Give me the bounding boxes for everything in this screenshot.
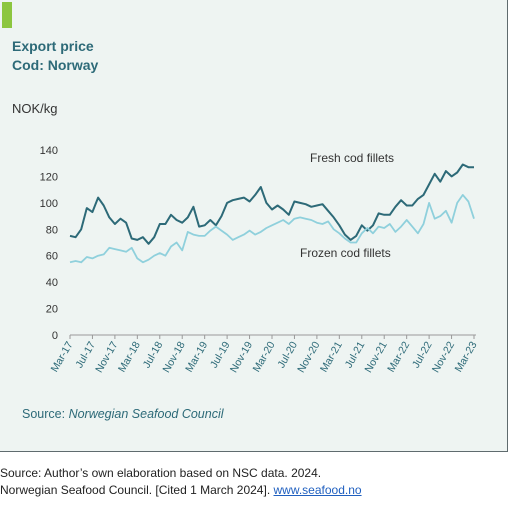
x-tick-label: Mar-23	[453, 339, 480, 374]
accent-bar	[2, 2, 12, 28]
series-line-fresh	[69, 163, 474, 245]
y-tick-label: 100	[40, 198, 58, 210]
x-tick-label: Mar-17	[49, 339, 76, 374]
chart-card: Export price Cod: Norway NOK/kg 0 20 40 60 8…	[0, 0, 508, 452]
seafood-link[interactable]: www.seafood.no	[273, 483, 362, 497]
series-label-fresh: Fresh cod fillets	[310, 151, 394, 165]
x-tick-label: Mar-21	[318, 339, 345, 374]
series-line-frozen	[69, 194, 475, 264]
figure-caption: Source: Author’s own elaboration based o…	[0, 465, 362, 499]
source-name: Norwegian Seafood Council	[68, 407, 224, 421]
y-axis-unit: NOK/kg	[12, 101, 58, 116]
x-tick-label: Mar-20	[251, 339, 278, 374]
chart-title: Export price	[12, 38, 94, 54]
y-tick-label: 120	[40, 171, 58, 183]
x-tick-label: Mar-22	[385, 339, 412, 374]
caption-line-2-text: Norwegian Seafood Council. [Cited 1 Marc…	[0, 483, 274, 497]
caption-line-2: Norwegian Seafood Council. [Cited 1 Marc…	[0, 482, 362, 499]
source-prefix: Source:	[22, 407, 69, 421]
y-tick-label: 80	[46, 224, 58, 236]
line-chart: 020406080100120140Mar-17Jul-17Nov-17Mar-…	[40, 145, 480, 375]
y-tick-label: 60	[46, 251, 58, 263]
y-tick-label: 0	[52, 330, 58, 342]
series-label-frozen: Frozen cod fillets	[300, 246, 391, 260]
chart-subtitle: Cod: Norway	[12, 57, 99, 73]
chart-source: Source: Norwegian Seafood Council	[22, 407, 224, 421]
y-tick-label: 140	[40, 145, 58, 157]
x-tick-label: Mar-18	[116, 339, 143, 374]
x-tick-label: Mar-19	[183, 339, 210, 374]
y-tick-label: 40	[46, 277, 58, 289]
caption-line-1: Source: Author’s own elaboration based o…	[0, 466, 322, 480]
y-tick-label: 20	[46, 304, 58, 316]
